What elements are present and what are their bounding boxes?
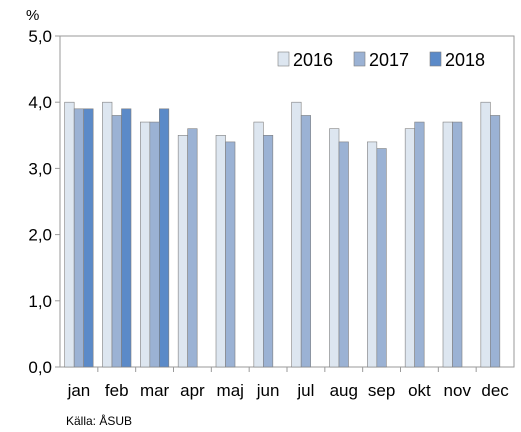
legend-label-2017: 2017 bbox=[369, 50, 409, 70]
bar-2017-jun bbox=[263, 135, 274, 368]
y-tick-label: 5,0 bbox=[28, 27, 52, 46]
bar-2016-okt bbox=[404, 128, 415, 368]
bar-2016-jun bbox=[253, 121, 264, 368]
legend: 2016 2017 2018 bbox=[277, 50, 485, 70]
bar-2016-apr bbox=[177, 135, 188, 368]
y-tick-label: 1,0 bbox=[28, 292, 52, 311]
bar-2017-sep bbox=[376, 148, 387, 368]
bar-2017-feb bbox=[111, 115, 122, 368]
bar-2018-jan bbox=[83, 108, 94, 368]
bar-2016-nov bbox=[442, 121, 453, 368]
legend-label-2018: 2018 bbox=[445, 50, 485, 70]
x-tick-label: jun bbox=[256, 381, 280, 400]
y-tick-label: 4,0 bbox=[28, 93, 52, 112]
plot-area bbox=[59, 35, 515, 368]
bar-2017-jan bbox=[73, 108, 84, 368]
bar-2017-jul bbox=[300, 115, 311, 368]
x-axis: jan feb mar apr maj jun jul aug sep okt nov dec bbox=[67, 367, 509, 400]
x-tick-label: jan bbox=[67, 381, 91, 400]
x-tick-label: dec bbox=[481, 381, 509, 400]
bar-2016-dec bbox=[480, 101, 491, 368]
bar-2016-jul bbox=[291, 101, 302, 368]
bar-2016-jan bbox=[64, 101, 75, 368]
x-tick-label: jul bbox=[296, 381, 314, 400]
x-tick-label: maj bbox=[217, 381, 244, 400]
bar-2018-feb bbox=[121, 108, 132, 368]
x-tick-label: okt bbox=[408, 381, 431, 400]
x-tick-label: mar bbox=[140, 381, 170, 400]
x-tick-label: sep bbox=[368, 381, 395, 400]
bar-2017-aug bbox=[338, 141, 349, 368]
bar-2017-okt bbox=[414, 121, 425, 368]
x-tick-label: nov bbox=[444, 381, 472, 400]
bar-2016-aug bbox=[329, 128, 340, 368]
bar-2016-feb bbox=[102, 101, 113, 368]
bar-2016-mar bbox=[140, 121, 151, 368]
bars bbox=[64, 101, 501, 368]
legend-label-2016: 2016 bbox=[293, 50, 333, 70]
bar-2016-maj bbox=[215, 135, 226, 368]
y-tick-label: 0,0 bbox=[28, 358, 52, 377]
y-axis: 0,0 1,0 2,0 3,0 4,0 5,0 bbox=[28, 27, 60, 377]
source-note: Källa: ÅSUB bbox=[66, 414, 133, 428]
bar-2017-dec bbox=[490, 115, 501, 368]
legend-swatch-2018 bbox=[429, 51, 442, 67]
y-tick-label: 3,0 bbox=[28, 159, 52, 178]
bar-2017-maj bbox=[225, 141, 236, 368]
y-unit-label: % bbox=[26, 7, 39, 24]
legend-swatch-2017 bbox=[353, 51, 366, 67]
x-tick-label: feb bbox=[105, 381, 129, 400]
legend-swatch-2016 bbox=[277, 51, 290, 67]
bar-2018-mar bbox=[159, 108, 170, 368]
bar-2017-mar bbox=[149, 121, 160, 368]
bar-2017-nov bbox=[452, 121, 463, 368]
x-tick-label: aug bbox=[330, 381, 358, 400]
y-tick-label: 2,0 bbox=[28, 226, 52, 245]
bar-2016-sep bbox=[367, 141, 378, 368]
x-tick-label: apr bbox=[180, 381, 205, 400]
bar-2017-apr bbox=[187, 128, 198, 368]
